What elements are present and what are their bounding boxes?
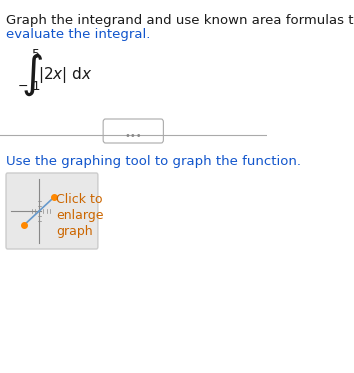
Text: $|2x|\ \mathrm{d}x$: $|2x|\ \mathrm{d}x$: [38, 65, 92, 85]
Text: 5: 5: [32, 48, 40, 61]
FancyBboxPatch shape: [103, 119, 164, 143]
Text: evaluate the integral.: evaluate the integral.: [6, 28, 150, 41]
Text: Graph the integrand and use known area formulas to: Graph the integrand and use known area f…: [6, 14, 354, 27]
FancyBboxPatch shape: [6, 173, 98, 249]
Text: graph: graph: [57, 225, 93, 238]
Text: $\int$: $\int$: [21, 52, 43, 98]
Text: Use the graphing tool to graph the function.: Use the graphing tool to graph the funct…: [6, 155, 301, 168]
Text: enlarge: enlarge: [57, 209, 104, 222]
Text: •••: •••: [125, 131, 142, 141]
Text: Click to: Click to: [57, 193, 103, 206]
Text: − 1: − 1: [18, 80, 40, 93]
